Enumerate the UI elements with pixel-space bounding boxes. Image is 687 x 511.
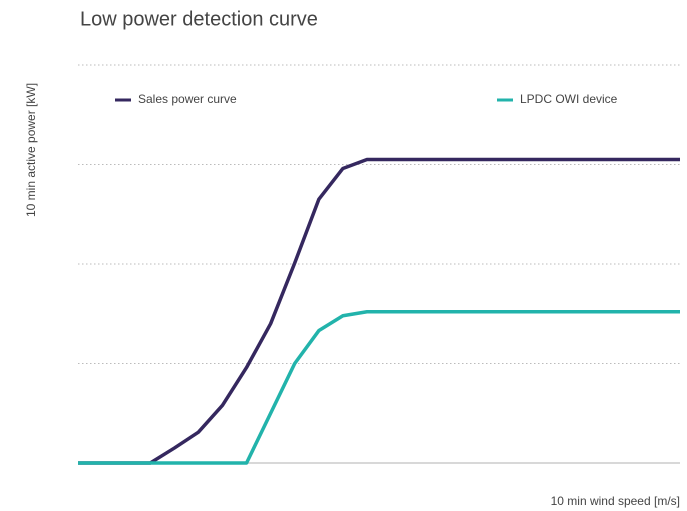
x-axis-label: 10 min wind speed [m/s] xyxy=(551,494,680,508)
chart-title: Low power detection curve xyxy=(80,8,318,30)
series-line xyxy=(78,157,680,465)
legend-label: Sales power curve xyxy=(138,92,237,106)
series-line xyxy=(78,310,680,465)
y-axis-label: 10 min active power [kW] xyxy=(24,83,38,217)
legend-label: LPDC OWI device xyxy=(520,92,618,106)
